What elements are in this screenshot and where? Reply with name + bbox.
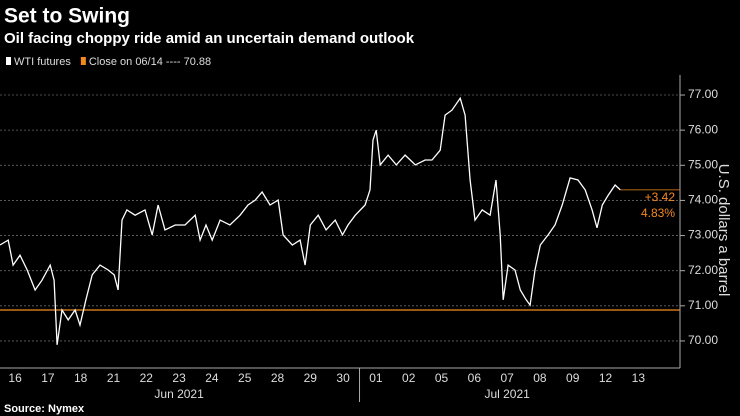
legend-label: WTI futures bbox=[14, 56, 71, 68]
x-tick-label: 21 bbox=[107, 371, 121, 385]
x-group-label: Jun 2021 bbox=[154, 387, 204, 401]
x-tick-label: 22 bbox=[140, 371, 154, 385]
y-tick-label: 75.00 bbox=[688, 157, 718, 171]
y-tick-label: 77.00 bbox=[688, 87, 718, 101]
y-tick-label: 70.00 bbox=[688, 333, 718, 347]
x-tick-label: 16 bbox=[8, 371, 22, 385]
y-axis-title: U.S. dollars a barrel bbox=[715, 164, 732, 297]
x-tick-label: 30 bbox=[336, 371, 350, 385]
chart-title: Set to Swing bbox=[4, 5, 130, 28]
x-tick-label: 07 bbox=[500, 371, 514, 385]
x-tick-label: 24 bbox=[205, 371, 219, 385]
legend-label: Close on 06/14 ---- 70.88 bbox=[89, 56, 211, 68]
x-tick-label: 12 bbox=[599, 371, 613, 385]
y-tick-label: 73.00 bbox=[688, 228, 718, 242]
x-tick-label: 05 bbox=[435, 371, 449, 385]
y-tick-label: 71.00 bbox=[688, 298, 718, 312]
x-tick-label: 17 bbox=[41, 371, 55, 385]
x-tick-label: 02 bbox=[402, 371, 416, 385]
x-tick-label: 25 bbox=[238, 371, 252, 385]
y-tick-label: 74.00 bbox=[688, 193, 718, 207]
x-tick-label: 13 bbox=[632, 371, 646, 385]
source: Source: Nymex bbox=[4, 403, 85, 415]
x-tick-label: 23 bbox=[172, 371, 186, 385]
legend-swatch bbox=[6, 57, 11, 65]
annotation: +3.42 bbox=[645, 190, 676, 204]
x-tick-label: 09 bbox=[566, 371, 580, 385]
x-tick-label: 08 bbox=[533, 371, 547, 385]
y-tick-label: 76.00 bbox=[688, 122, 718, 136]
x-tick-label: 29 bbox=[304, 371, 318, 385]
x-tick-label: 06 bbox=[468, 371, 482, 385]
annotation: 4.83% bbox=[641, 206, 675, 220]
x-tick-label: 01 bbox=[369, 371, 383, 385]
y-tick-label: 72.00 bbox=[688, 263, 718, 277]
x-tick-label: 18 bbox=[74, 371, 88, 385]
chart-subtitle: Oil facing choppy ride amid an uncertain… bbox=[4, 30, 415, 47]
x-group-label: Jul 2021 bbox=[484, 387, 530, 401]
price-line bbox=[0, 96, 621, 345]
x-tick-label: 28 bbox=[271, 371, 285, 385]
legend-swatch bbox=[80, 57, 86, 65]
